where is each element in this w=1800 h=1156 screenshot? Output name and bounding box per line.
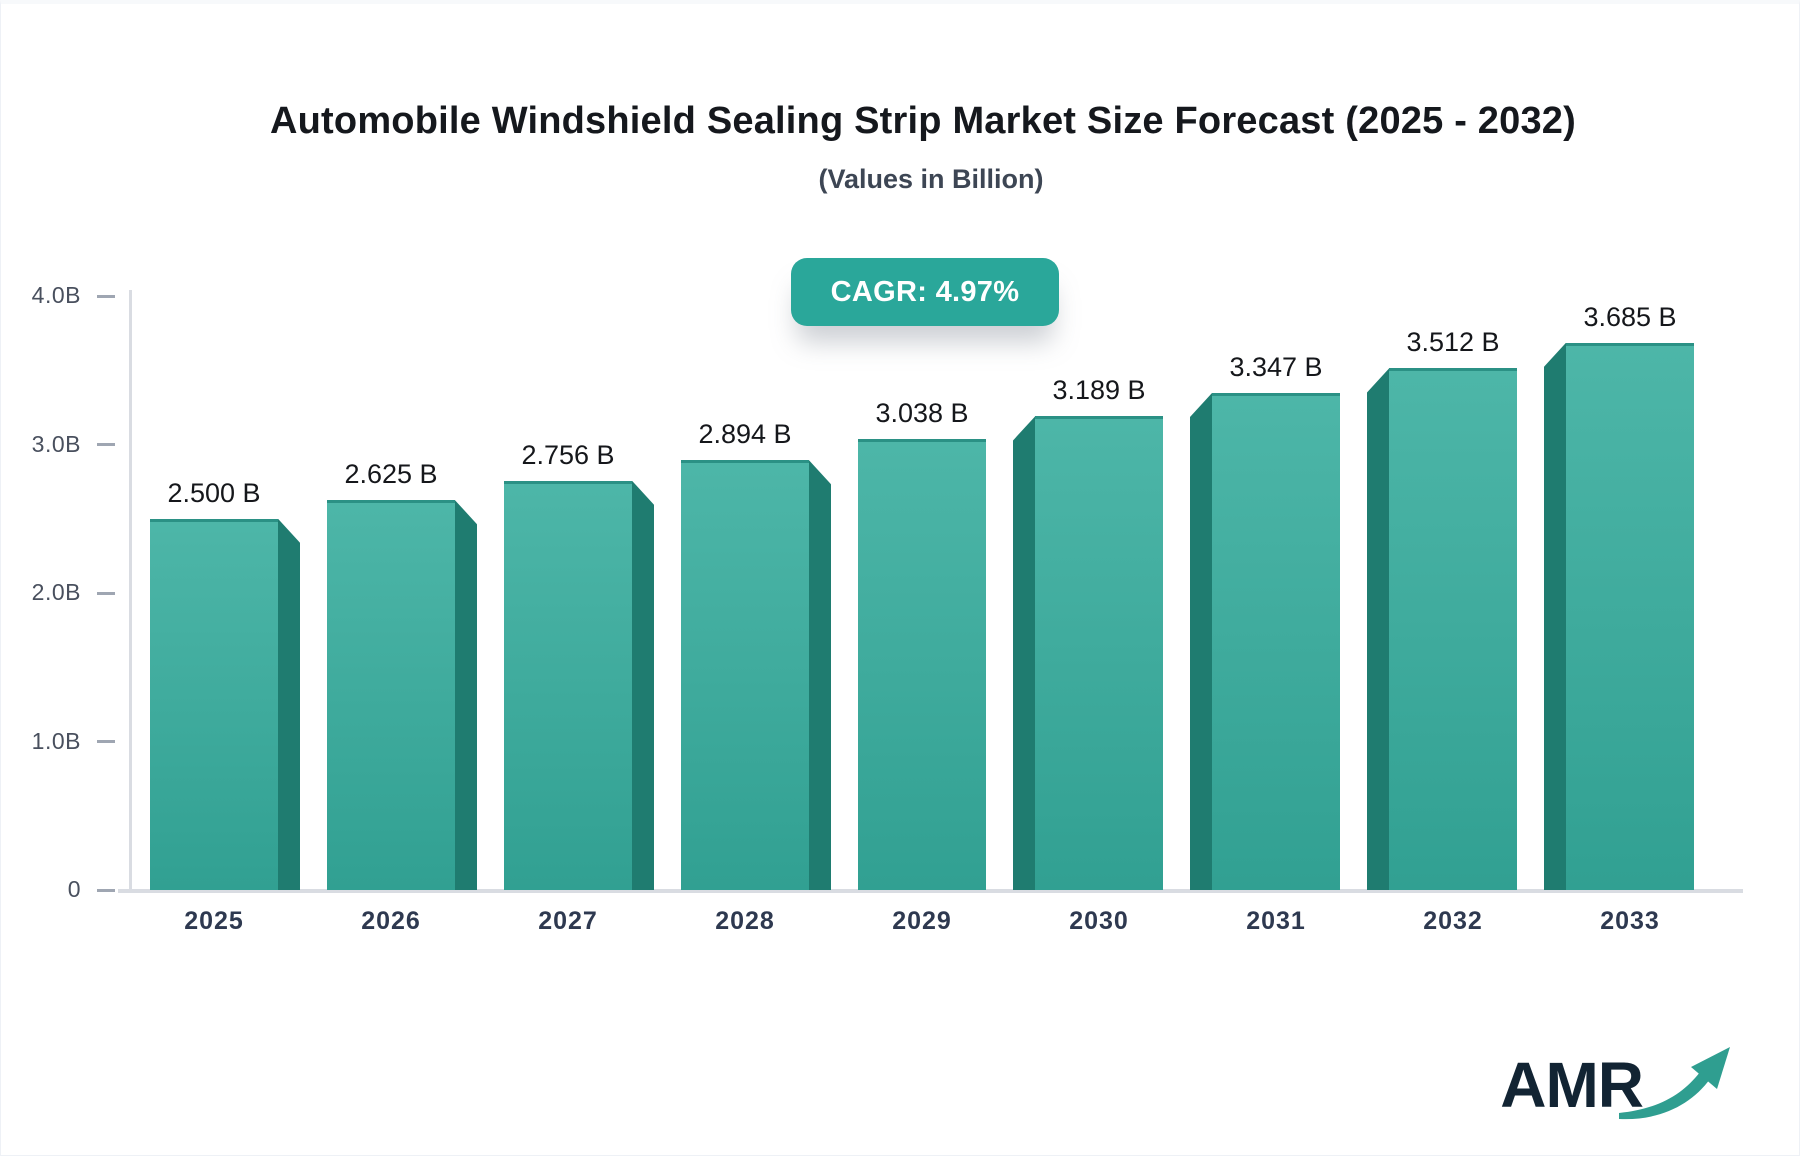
bar-side-face-2028: [809, 460, 831, 890]
bar-value-label-2029: 3.038 B: [875, 397, 969, 428]
bar-value-label-2025: 2.500 B: [167, 477, 261, 508]
bar-side-face-2032: [1367, 368, 1389, 890]
x-axis-label-2025: 2025: [184, 907, 244, 935]
cagr-badge: CAGR: 4.97%: [791, 258, 1059, 326]
x-axis-label-2033: 2033: [1600, 907, 1660, 935]
y-tick-dash: [97, 591, 115, 595]
bar-value-label-2028: 2.894 B: [698, 419, 792, 450]
x-axis-label-2032: 2032: [1423, 907, 1483, 935]
y-tick-label: 2.0B: [31, 579, 81, 605]
x-axis-label-2031: 2031: [1246, 907, 1306, 935]
bar-value-label-2030: 3.189 B: [1052, 375, 1146, 406]
bar-2032: [1389, 368, 1517, 890]
amr-logo: AMR: [1500, 1041, 1737, 1121]
y-tick-dash: [97, 294, 115, 298]
y-axis-line: [129, 290, 132, 893]
bar-2033: [1566, 342, 1694, 890]
x-axis-line: [118, 889, 1743, 893]
bar-value-label-2026: 2.625 B: [344, 459, 438, 490]
x-axis-label-2029: 2029: [892, 907, 952, 935]
bar-side-face-2026: [455, 500, 477, 890]
y-tick-dash: [97, 740, 115, 743]
chart-title: Automobile Windshield Sealing Strip Mark…: [270, 100, 1576, 142]
x-axis-label-2030: 2030: [1069, 907, 1129, 935]
y-tick-label: 0: [67, 876, 81, 902]
bar-2025: [150, 518, 278, 890]
y-tick-dash: [97, 888, 115, 892]
bar-2029: [858, 438, 986, 890]
y-tick-label: 4.0B: [31, 282, 81, 308]
bar-side-face-2030: [1013, 416, 1035, 890]
x-axis-label-2027: 2027: [538, 907, 598, 935]
amr-logo-text: AMR: [1500, 1049, 1644, 1121]
plot-area: 2.500 B 2.625 B 2.756 B 2.894 B 3.038 B 3.189…: [132, 296, 1743, 890]
bar-value-label-2033: 3.685 B: [1583, 301, 1677, 332]
bar-value-label-2031: 3.347 B: [1229, 351, 1323, 382]
bar-2031: [1212, 392, 1340, 890]
bar-side-face-2027: [632, 480, 654, 890]
bar-2028: [681, 460, 809, 890]
x-axis-label-2028: 2028: [715, 907, 775, 935]
bar-2027: [504, 480, 632, 890]
bar-side-face-2033: [1544, 342, 1566, 890]
chart-subtitle: (Values in Billion): [818, 164, 1044, 194]
bar-value-label-2027: 2.756 B: [521, 439, 615, 470]
y-tick-dash: [97, 443, 115, 446]
bar-side-face-2025: [278, 518, 300, 890]
bar-2026: [327, 500, 455, 890]
x-axis-label-2026: 2026: [361, 907, 421, 935]
bar-side-face-2031: [1190, 392, 1212, 890]
bar-value-label-2032: 3.512 B: [1406, 327, 1500, 358]
bar-2030: [1035, 416, 1163, 890]
growth-arrow-icon: [1619, 1047, 1730, 1120]
y-tick-label: 3.0B: [31, 430, 81, 457]
y-tick-label: 1.0B: [31, 727, 81, 754]
